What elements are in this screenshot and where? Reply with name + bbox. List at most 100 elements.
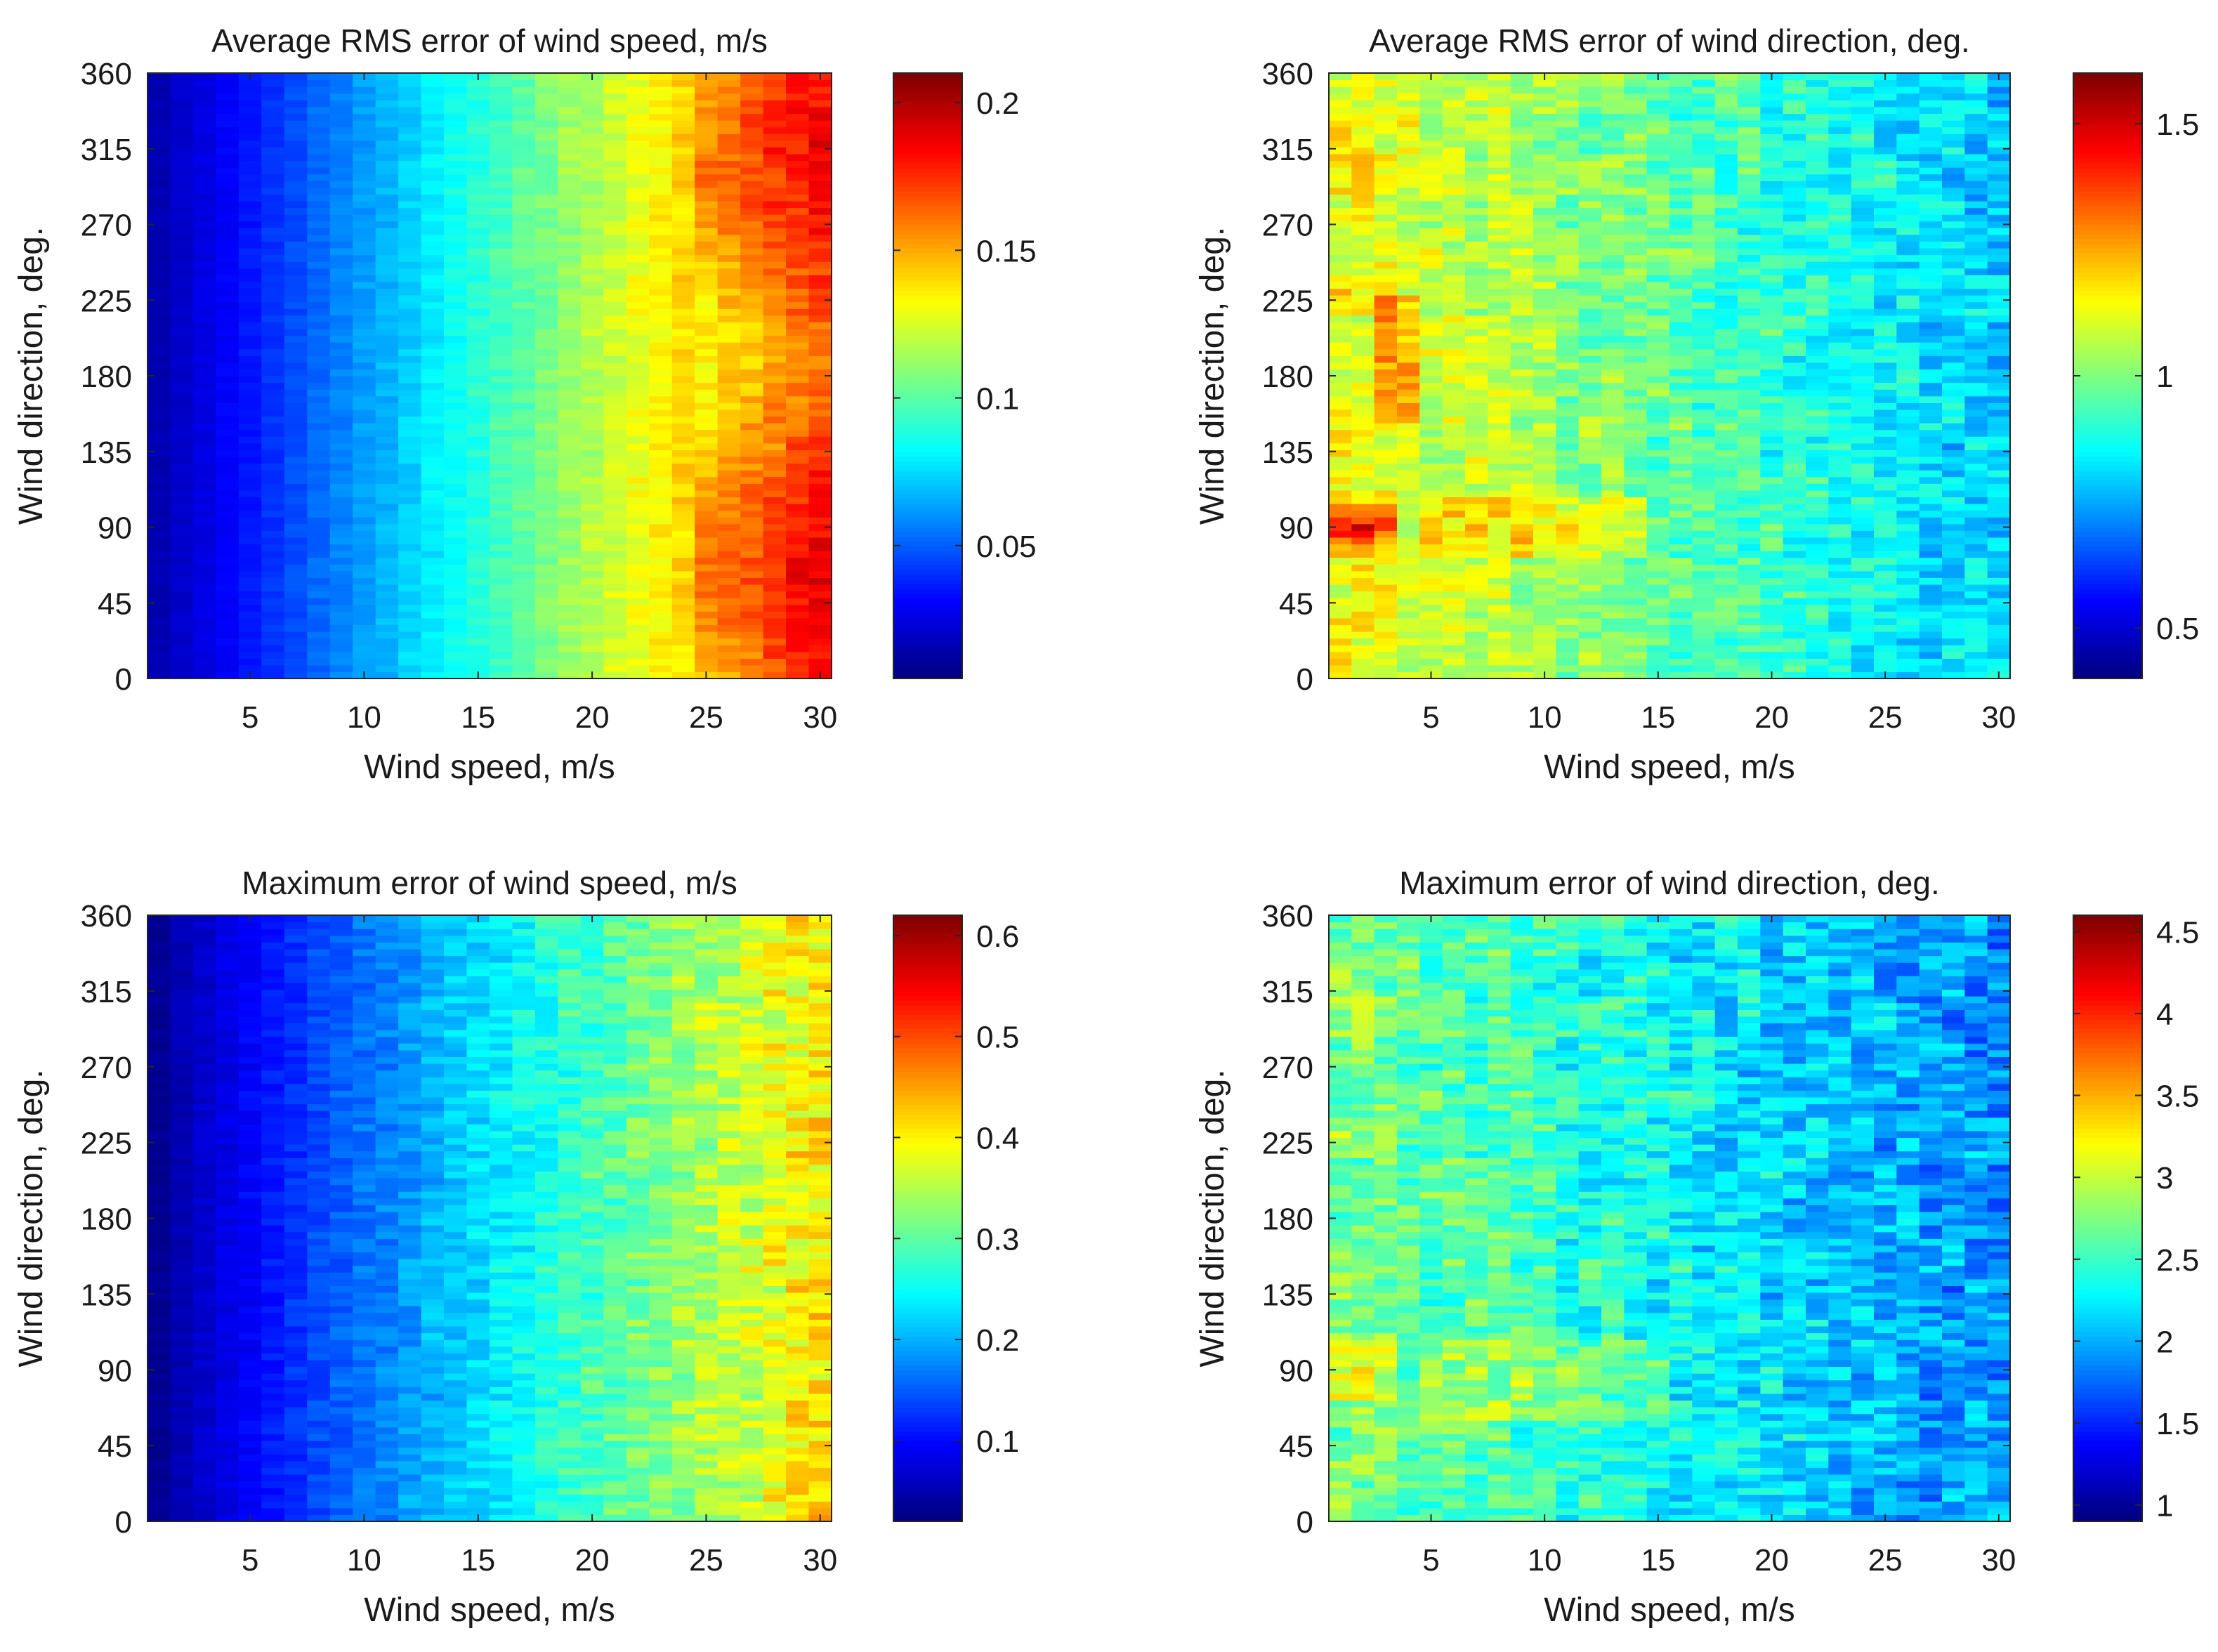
heatmap-cell	[466, 113, 490, 121]
heatmap-cell	[1533, 503, 1556, 511]
heatmap-cell	[1488, 376, 1511, 383]
heatmap-cell	[398, 214, 422, 222]
heatmap-cell	[626, 140, 650, 148]
heatmap-cell	[238, 423, 262, 431]
heatmap-cell	[1374, 584, 1398, 592]
heatmap-cell	[1624, 126, 1648, 134]
heatmap-cell	[1738, 476, 1761, 484]
heatmap-cell	[649, 624, 673, 632]
heatmap-cell	[1692, 160, 1716, 168]
heatmap-cell	[466, 476, 490, 484]
colorbar-swatch	[893, 390, 962, 395]
heatmap-cell	[490, 402, 513, 410]
colorbar-swatch	[893, 603, 962, 608]
heatmap-cell	[490, 564, 513, 572]
heatmap-cell	[1419, 523, 1443, 531]
heatmap-cell	[1578, 355, 1602, 363]
heatmap-cell	[1488, 207, 1511, 215]
heatmap-cell	[1510, 315, 1534, 322]
heatmap-cell	[398, 617, 422, 625]
heatmap-cell	[1419, 551, 1443, 558]
heatmap-cell	[512, 248, 536, 256]
heatmap-cell	[1397, 113, 1420, 121]
heatmap-cell	[1624, 638, 1648, 645]
heatmap-cell	[512, 577, 536, 585]
heatmap-cell	[261, 207, 285, 215]
heatmap-cell	[421, 140, 445, 148]
heatmap-cell	[603, 604, 627, 612]
heatmap-cell	[1828, 73, 1852, 81]
heatmap-cell	[1374, 369, 1398, 376]
heatmap-cell	[1646, 173, 1670, 181]
heatmap-cell	[1624, 436, 1648, 444]
heatmap-cell	[763, 86, 787, 94]
heatmap-cell	[626, 423, 650, 431]
heatmap-cell	[375, 248, 399, 256]
heatmap-cell	[580, 645, 604, 653]
heatmap-cell	[534, 147, 558, 155]
heatmap-cell	[1646, 436, 1670, 444]
heatmap-cell	[1601, 591, 1625, 598]
heatmap-cell	[1351, 126, 1375, 134]
heatmap-cell	[329, 450, 353, 457]
heatmap-cell	[284, 126, 308, 134]
heatmap-cell	[1465, 147, 1488, 155]
heatmap-cell	[284, 254, 308, 262]
heatmap-cell	[1533, 322, 1556, 329]
heatmap-cell	[649, 570, 673, 578]
heatmap-cell	[1397, 416, 1420, 424]
heatmap-cell	[1669, 86, 1693, 94]
heatmap-cell	[1806, 268, 1829, 275]
heatmap-cell	[603, 328, 627, 336]
heatmap-cell	[238, 402, 262, 410]
heatmap-cell	[329, 416, 353, 424]
heatmap-cell	[1760, 503, 1784, 511]
heatmap-cell	[626, 551, 650, 558]
heatmap-cell	[216, 315, 239, 322]
heatmap-cell	[1738, 181, 1761, 188]
heatmap-cell	[1533, 248, 1556, 256]
heatmap-cell	[147, 73, 171, 81]
heatmap-cell	[216, 591, 239, 598]
heatmap-cell	[1738, 221, 1761, 228]
heatmap-cell	[1806, 611, 1829, 619]
heatmap-cell	[1374, 436, 1398, 444]
heatmap-cell	[1351, 671, 1375, 679]
heatmap-cell	[284, 395, 308, 403]
heatmap-cell	[1601, 281, 1625, 289]
heatmap-cell	[580, 631, 604, 639]
heatmap-cell	[763, 510, 787, 518]
heatmap-cell	[375, 221, 399, 228]
heatmap-cell	[1692, 106, 1716, 114]
heatmap-cell	[216, 153, 239, 162]
heatmap-cell	[1351, 194, 1375, 202]
heatmap-cell	[490, 268, 513, 275]
heatmap-cell	[421, 523, 445, 531]
heatmap-cell	[1578, 523, 1602, 531]
heatmap-cell	[192, 160, 216, 168]
heatmap-cell	[1465, 523, 1488, 531]
heatmap-cell	[329, 490, 353, 497]
heatmap-cell	[398, 355, 422, 363]
heatmap-cell	[1669, 348, 1693, 356]
heatmap-cell	[1578, 503, 1602, 511]
heatmap-cell	[147, 106, 171, 114]
heatmap-cell	[671, 382, 695, 390]
heatmap-cell	[1397, 671, 1420, 679]
heatmap-cell	[786, 348, 810, 356]
heatmap-cell	[649, 389, 673, 397]
heatmap-cell	[1624, 395, 1648, 403]
heatmap-cell	[307, 436, 331, 444]
heatmap-cell	[1397, 120, 1420, 128]
heatmap-cell	[1828, 638, 1852, 645]
heatmap-cell	[1419, 544, 1443, 551]
heatmap-cell	[1442, 288, 1466, 296]
heatmap-cell	[1828, 268, 1852, 275]
heatmap-cell	[307, 382, 331, 390]
heatmap-cell	[329, 268, 353, 275]
heatmap-cell	[740, 523, 764, 531]
heatmap-cell	[1533, 456, 1556, 464]
heatmap-cell	[1646, 409, 1670, 417]
heatmap-cell	[238, 126, 262, 134]
heatmap-cell	[375, 228, 399, 235]
